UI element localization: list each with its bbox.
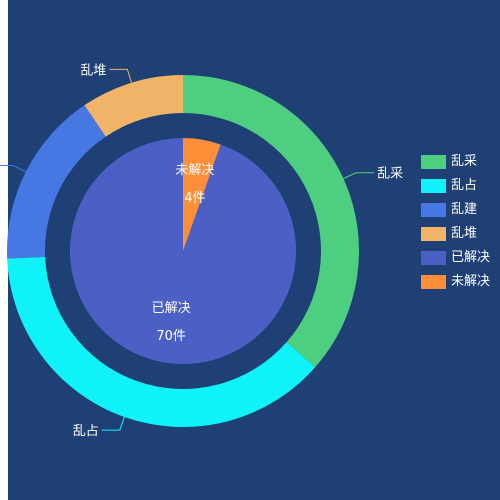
legend-item-luancai[interactable]: 乱采 bbox=[421, 152, 490, 171]
legend-item-resolved[interactable]: 已解决 bbox=[421, 248, 490, 267]
outer-label-luancai: 乱采 bbox=[377, 167, 403, 182]
inner-label-resolved: 已解决 bbox=[152, 301, 191, 316]
leader-line-luanjian bbox=[0, 164, 27, 173]
outer-ring bbox=[7, 75, 359, 428]
legend-label: 乱建 bbox=[451, 201, 478, 217]
outer-slice-luandui[interactable] bbox=[84, 75, 183, 137]
inner-value-resolved: 70件 bbox=[156, 329, 186, 344]
inner-slice-resolved[interactable] bbox=[70, 138, 297, 365]
legend-label: 乱堆 bbox=[451, 225, 478, 241]
leader-line-luanzhan bbox=[101, 416, 125, 431]
leader-line-luancai bbox=[343, 172, 375, 179]
inner-pie bbox=[70, 138, 297, 365]
inner-slice-unresolved[interactable] bbox=[183, 138, 221, 251]
leader-line-luandui bbox=[109, 68, 132, 83]
legend-swatch bbox=[421, 202, 446, 217]
slice-labels: 乱采乱占乱建乱堆已解决70件未解决4件 bbox=[0, 63, 403, 439]
legend-swatch bbox=[421, 178, 446, 193]
legend-label: 乱采 bbox=[451, 153, 478, 169]
outer-label-luandui: 乱堆 bbox=[80, 63, 106, 78]
inner-label-unresolved: 未解决 bbox=[175, 163, 214, 178]
legend-swatch bbox=[421, 274, 446, 289]
outer-slice-luancai[interactable] bbox=[183, 75, 359, 368]
outer-slice-luanzhan[interactable] bbox=[7, 256, 316, 428]
legend-label: 未解决 bbox=[451, 273, 491, 289]
legend-item-unresolved[interactable]: 未解决 bbox=[421, 272, 490, 291]
legend-swatch bbox=[421, 226, 446, 241]
legend-label: 乱占 bbox=[451, 177, 478, 193]
chart-legend: 乱采 乱占 乱建 乱堆 已解决 未解决 bbox=[421, 152, 490, 296]
legend-swatch bbox=[421, 154, 446, 169]
legend-item-luanjian[interactable]: 乱建 bbox=[421, 200, 490, 219]
inner-value-unresolved: 4件 bbox=[184, 191, 205, 206]
legend-swatch bbox=[421, 250, 446, 265]
legend-item-luanzhan[interactable]: 乱占 bbox=[421, 176, 490, 195]
outer-slice-luanjian[interactable] bbox=[7, 105, 106, 259]
legend-item-luandui[interactable]: 乱堆 bbox=[421, 224, 490, 243]
legend-label: 已解决 bbox=[451, 249, 491, 265]
outer-label-luanzhan: 乱占 bbox=[73, 424, 99, 439]
